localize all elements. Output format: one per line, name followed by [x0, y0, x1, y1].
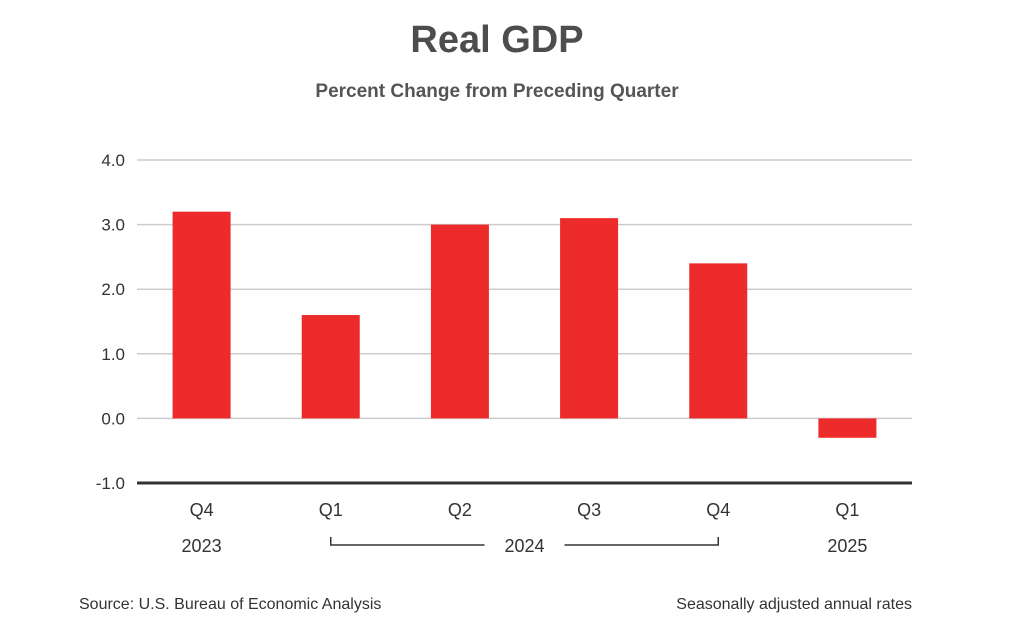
x-year-label: 2025 [827, 536, 867, 556]
bar [818, 418, 877, 438]
x-category-label: Q1 [319, 500, 343, 520]
chart-title: Real GDP [410, 19, 583, 61]
bar [430, 224, 489, 419]
y-tick-label: -1.0 [96, 474, 125, 493]
x-axis-categories: Q4 Q1 Q2 Q3 Q4 Q1 [190, 500, 860, 520]
bar [689, 263, 748, 419]
x-category-label: Q1 [835, 500, 859, 520]
bar [172, 211, 231, 419]
bar [301, 315, 360, 419]
y-tick-label: 3.0 [101, 216, 125, 235]
x-year-label: 2024 [504, 536, 544, 556]
x-axis-year-groups: 2023 2024 2025 [182, 536, 868, 556]
y-tick-label: 0.0 [101, 409, 125, 428]
x-category-label: Q3 [577, 500, 601, 520]
x-category-label: Q4 [706, 500, 730, 520]
gridlines [137, 159, 912, 420]
source-note: Source: U.S. Bureau of Economic Analysis [79, 596, 381, 613]
x-category-label: Q4 [190, 500, 214, 520]
year-bracket-left [330, 537, 485, 546]
year-bracket-right [564, 537, 719, 546]
y-tick-label: 2.0 [101, 280, 125, 299]
x-year-label: 2023 [182, 536, 222, 556]
y-tick-label: 1.0 [101, 345, 125, 364]
rate-note: Seasonally adjusted annual rates [676, 596, 912, 613]
x-category-label: Q2 [448, 500, 472, 520]
y-tick-label: 4.0 [101, 151, 125, 170]
bar [560, 218, 619, 419]
bars [172, 211, 877, 438]
chart-subtitle: Percent Change from Preceding Quarter [315, 81, 679, 102]
y-axis-ticks: 4.0 3.0 2.0 1.0 0.0 -1.0 [96, 151, 125, 493]
